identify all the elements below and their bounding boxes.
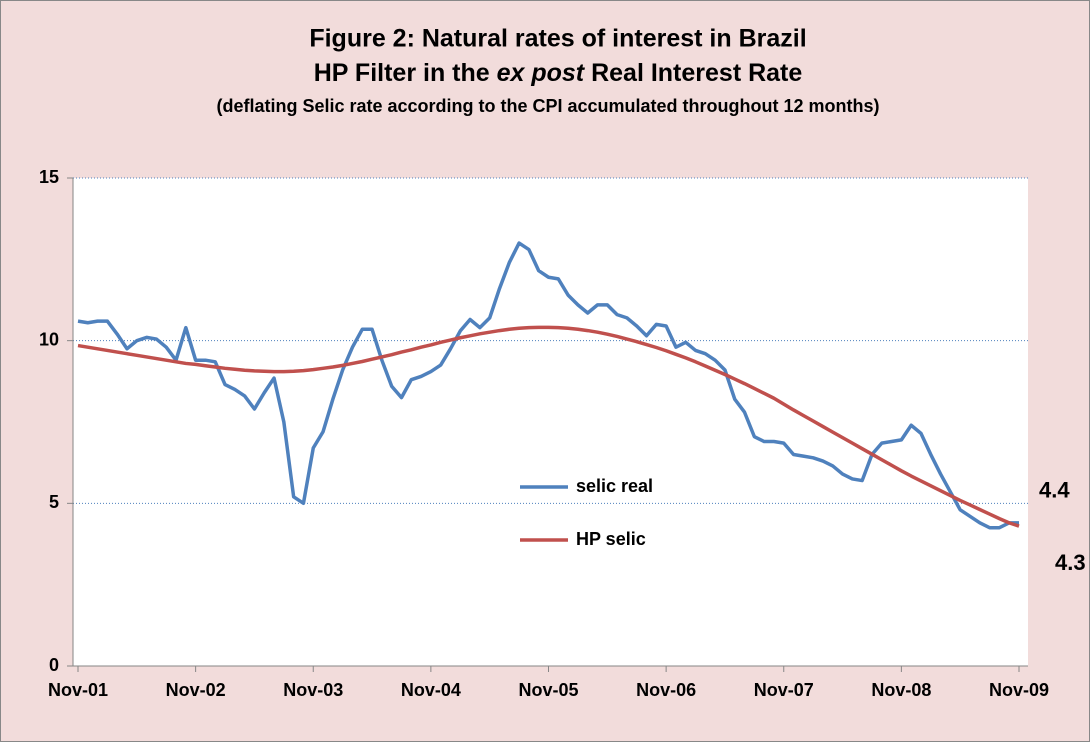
end-annotation: 4.3: [1055, 550, 1086, 575]
y-tick-label: 0: [49, 655, 59, 675]
series-line: [77, 241, 1019, 530]
y-tick-label: 5: [49, 492, 59, 512]
chart-subtitle: (deflating Selic rate according to the C…: [216, 96, 879, 116]
chart-title: Figure 2: Natural rates of interest in B…: [309, 25, 806, 53]
x-tick-label: Nov-05: [518, 680, 578, 700]
x-tick-label: Nov-04: [401, 680, 461, 700]
plot-area: [73, 178, 1028, 666]
x-tick-label: Nov-03: [283, 680, 343, 700]
series-line: [77, 325, 1020, 528]
legend-label: HP selic: [576, 529, 646, 549]
x-tick-label: Nov-01: [48, 680, 108, 700]
x-tick-label: Nov-02: [166, 680, 226, 700]
title-part: HP Filter in the: [314, 59, 497, 87]
y-tick-label: 15: [39, 167, 59, 187]
x-tick-label: Nov-07: [754, 680, 814, 700]
x-tick-label: Nov-08: [871, 680, 931, 700]
end-annotation: 4.4: [1039, 478, 1070, 503]
title-part: ex post: [497, 59, 586, 87]
x-tick-label: Nov-09: [989, 680, 1049, 700]
y-tick-label: 10: [39, 329, 59, 349]
chart-title-line2: HP Filter in the ex post Real Interest R…: [314, 59, 803, 87]
legend-label: selic real: [576, 476, 653, 496]
x-tick-label: Nov-06: [636, 680, 696, 700]
title-part: Real Interest Rate: [584, 59, 802, 87]
